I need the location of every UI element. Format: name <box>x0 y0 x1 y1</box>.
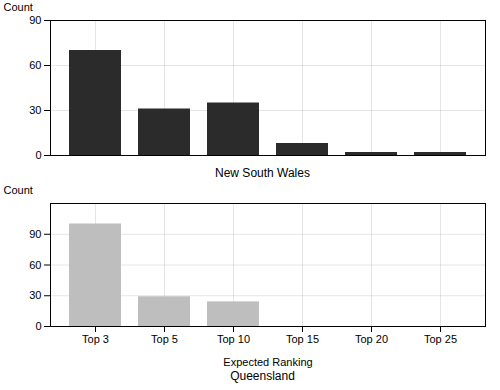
svg-text:90: 90 <box>29 14 41 26</box>
svg-text:0: 0 <box>35 320 41 332</box>
svg-text:30: 30 <box>29 289 41 301</box>
svg-text:Expected Ranking: Expected Ranking <box>223 356 312 368</box>
html-text:New South Wales: New South Wales <box>215 166 310 180</box>
svg-text:90: 90 <box>29 228 41 240</box>
svg-text:Count: Count <box>4 1 33 13</box>
svg-text:Count: Count <box>4 184 33 196</box>
svg-text:60: 60 <box>29 59 41 71</box>
svg-text:Top 25: Top 25 <box>424 333 457 345</box>
svg-text:Top 3: Top 3 <box>82 333 109 345</box>
svg-text:Top 15: Top 15 <box>286 333 319 345</box>
svg-text:Top 20: Top 20 <box>355 333 388 345</box>
svg-text:60: 60 <box>29 259 41 271</box>
svg-text:Top 5: Top 5 <box>151 333 178 345</box>
svg-text:30: 30 <box>29 104 41 116</box>
svg-text:0: 0 <box>35 149 41 161</box>
svg-text:Top 10: Top 10 <box>217 333 250 345</box>
html-text:Queensland: Queensland <box>230 369 295 383</box>
